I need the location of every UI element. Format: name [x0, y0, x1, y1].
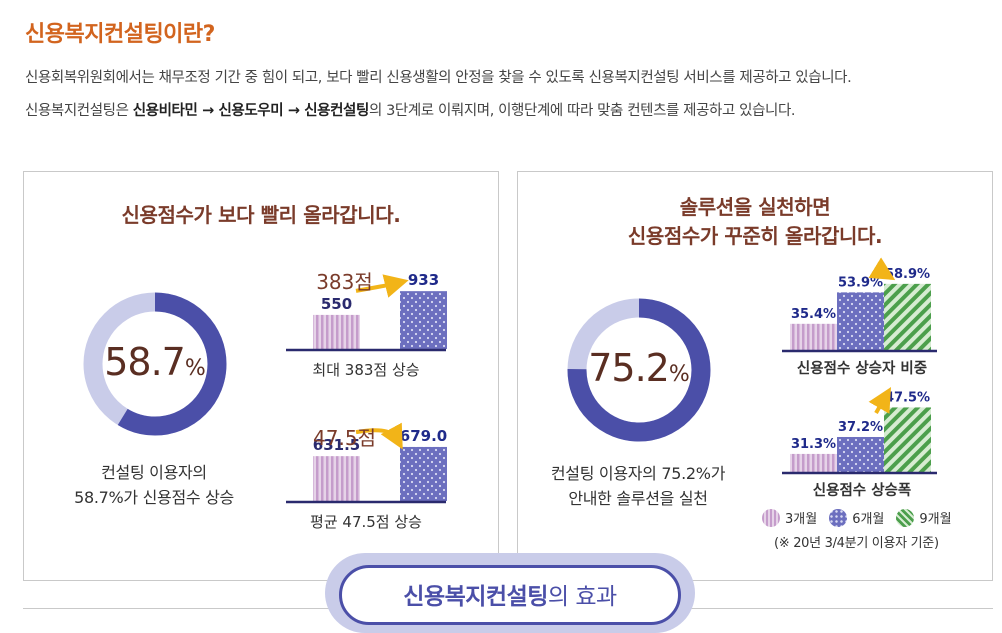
bar-value-label: 550	[321, 295, 352, 313]
section-pill: 신용복지컨설팅의 효과	[339, 565, 681, 625]
donut-arc	[83, 292, 227, 436]
bar-before	[313, 314, 360, 349]
bar-value-label: 933	[408, 271, 439, 289]
bar-value-label: 58.9%	[885, 267, 930, 282]
bar-3개월	[790, 323, 837, 350]
increase-arrow	[355, 274, 409, 298]
bar-value-label: 53.9%	[838, 275, 883, 290]
donut-number-right: 75.2	[588, 346, 670, 390]
increase-label: 47.5점	[313, 426, 376, 450]
bar-chart-caption: 신용점수 상승자 비중	[797, 359, 927, 377]
donut-value-right: 75.2%	[564, 346, 714, 390]
right-caption: 컨설팅 이용자의 75.2%가 안내한 솔루션을 실천	[523, 461, 753, 511]
legend-item-9m: 9개월	[896, 508, 952, 527]
bottom-divider-left	[23, 608, 333, 609]
arrow-1: →	[197, 103, 219, 119]
legend: 3개월 6개월 9개월	[762, 508, 964, 527]
right-caption-line2: 안내한 솔루션을 실천	[568, 489, 708, 508]
section-pill-bold: 신용복지컨설팅	[403, 584, 548, 610]
bar-value-label: 47.5%	[885, 390, 930, 405]
bar-after	[400, 446, 447, 501]
left-caption-line2: 58.7%가 신용점수 상승	[74, 488, 234, 507]
legend-label-9m: 9개월	[919, 512, 952, 527]
left-panel: 신용점수가 보다 빨리 올라갑니다. 58.7% 컨설팅 이용자의 58.7%가…	[23, 171, 499, 581]
legend-item-6m: 6개월	[829, 508, 884, 527]
bar-chart-caption: 신용점수 상승폭	[813, 481, 911, 499]
bar-chart-caption: 최대 383점 상승	[312, 361, 419, 379]
right-caption-line1: 컨설팅 이용자의 75.2%가	[550, 464, 726, 483]
step-helper: 신용도우미	[218, 103, 284, 119]
bar-chart-riser-ratio: 35.4% 53.9%58.9% 신용점수 상승자 비중	[782, 257, 937, 377]
left-caption-line1: 컨설팅 이용자의	[101, 463, 207, 482]
legend-item-3m: 3개월	[762, 508, 817, 527]
donut-chart-left	[83, 292, 227, 436]
donut-arc	[567, 298, 711, 442]
increase-label: 383점	[316, 270, 373, 294]
increase-arrow	[868, 257, 896, 281]
donut-chart-right	[567, 298, 711, 442]
bottom-divider-right	[690, 608, 993, 609]
legend-swatch-9m	[896, 508, 915, 527]
right-panel-title: 솔루션을 실천하면 신용점수가 꾸준히 올라갑니다.	[518, 193, 992, 251]
bar-6개월	[837, 436, 884, 472]
bar-3개월	[790, 453, 837, 472]
bar-value-label: 631.5	[313, 436, 360, 454]
donut-unit-right: %	[668, 362, 690, 387]
section-pill-rest: 의 효과	[547, 584, 617, 610]
step-vitamin: 신용비타민	[132, 103, 198, 119]
bar-6개월	[837, 292, 884, 350]
left-panel-title: 신용점수가 보다 빨리 올라갑니다.	[121, 203, 401, 227]
bar-before	[313, 456, 360, 501]
footnote: (※ 20년 3/4분기 이용자 기준)	[774, 536, 939, 551]
bar-value-label: 35.4%	[791, 307, 836, 322]
bar-value-label: 31.3%	[791, 437, 836, 452]
bar-value-label: 679.0	[400, 427, 447, 445]
bar-9개월	[884, 407, 931, 472]
legend-label-6m: 6개월	[852, 512, 885, 527]
step-consulting: 신용컨설팅	[304, 103, 369, 119]
legend-swatch-6m	[829, 508, 848, 527]
bar-after	[400, 291, 447, 349]
donut-number-left: 58.7	[104, 340, 186, 384]
bar-chart-caption: 평균 47.5점 상승	[310, 513, 422, 531]
donut-value-left: 58.7%	[80, 340, 230, 384]
page-title: 신용복지컨설팅이란?	[25, 22, 215, 47]
legend-swatch-3m	[762, 508, 780, 527]
bar-9개월	[884, 283, 931, 350]
intro-line-2-pre: 신용복지컨설팅은	[25, 103, 133, 119]
right-panel-title-line1: 솔루션을 실천하면	[679, 195, 831, 219]
donut-unit-left: %	[184, 356, 206, 381]
arrow-2: →	[283, 103, 305, 119]
intro-line-1: 신용회복위원회에서는 채무조정 기간 중 힘이 되고, 보다 빨리 신용생활의 …	[25, 70, 852, 86]
right-panel-title-line2: 신용점수가 꾸준히 올라갑니다.	[627, 224, 883, 248]
right-panel: 솔루션을 실천하면 신용점수가 꾸준히 올라갑니다. 75.2% 컨설팅 이용자…	[517, 171, 993, 581]
increase-arrow	[355, 422, 403, 450]
increase-arrow	[868, 387, 892, 414]
left-caption: 컨설팅 이용자의 58.7%가 신용점수 상승	[44, 460, 264, 510]
legend-label-3m: 3개월	[785, 512, 818, 527]
intro-line-2-post: 의 3단계로 이뤄지며, 이행단계에 따라 맞춤 컨텐츠를 제공하고 있습니다.	[368, 103, 796, 119]
intro-line-2: 신용복지컨설팅은 신용비타민 → 신용도우미 → 신용컨설팅의 3단계로 이뤄지…	[25, 99, 796, 120]
bar-chart-rise-width: 31.3%37.2%47.5% 신용점수 상승폭	[782, 387, 937, 499]
bar-value-label: 37.2%	[838, 420, 883, 435]
